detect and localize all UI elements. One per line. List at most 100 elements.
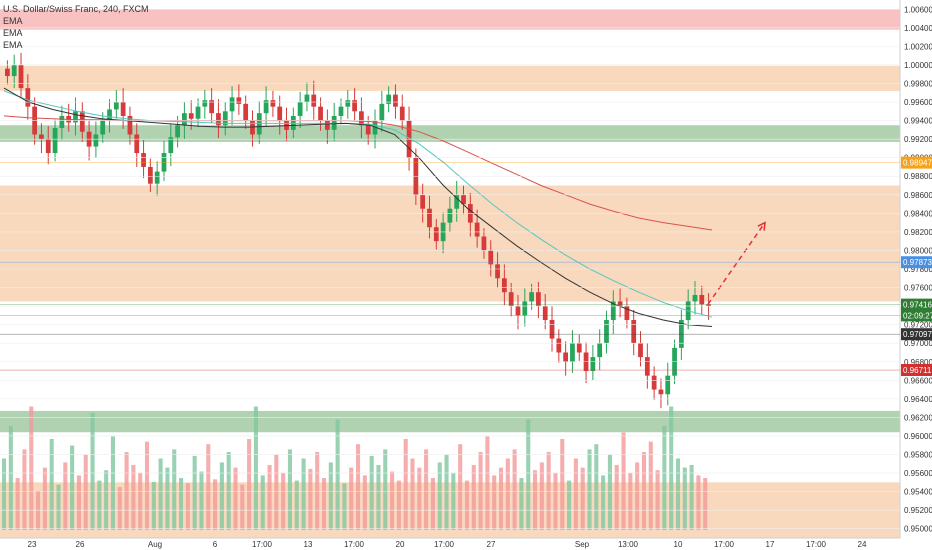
y-tick-5: 0.96000 [904,432,932,441]
y-tick-10: 0.97000 [904,339,932,348]
candle-body-34 [236,97,242,104]
candle-body-0 [5,68,10,77]
candle-body-89 [610,301,616,321]
volume-bar-46 [315,452,320,530]
candle-body-5 [39,134,44,140]
volume-bar-21 [144,441,150,530]
volume-bar-13 [90,413,95,530]
ema-fast-line [3,87,713,327]
y-tick-15: 0.98000 [904,246,932,255]
candle-body-61 [420,194,426,209]
chart-title: U.S. Dollar/Swiss Franc, 240, FXCM [3,4,149,14]
y-tick-4: 0.95800 [904,451,932,460]
volume-bar-71 [485,436,490,530]
x-tick-8: 17:00 [434,540,455,549]
badge-label-3: 02:09:27 [903,311,932,320]
volume-bar-36 [247,439,252,530]
volume-bar-35 [240,484,245,530]
y-tick-25: 1.00000 [904,61,932,70]
candle-body-1 [11,64,17,77]
volume-bar-94 [641,452,647,530]
volume-bar-31 [213,479,218,530]
candle-body-11 [79,111,85,132]
ema-3-label[interactable]: EMA [3,40,23,50]
y-tick-9: 0.96800 [904,358,932,367]
x-tick-0: 23 [28,540,37,549]
volume-bar-65 [444,454,449,530]
projection-arrow-head [757,221,766,231]
candle-body-80 [549,320,555,339]
candle-body-69 [474,222,480,237]
y-tick-18: 0.98600 [904,191,932,200]
candle-body-40 [277,106,283,121]
candle-body-13 [93,134,99,147]
legend: U.S. Dollar/Swiss Franc, 240, FXCM EMA E… [3,4,149,50]
time-axis-panel[interactable] [0,538,900,550]
candle-body-73 [501,278,507,293]
volume-bar-16 [110,436,116,530]
x-tick-14: 17 [766,540,775,549]
volume-bar-81 [553,472,558,530]
ema-2-label[interactable]: EMA [3,28,23,38]
volume-bar-11 [76,475,81,530]
candle-body-91 [624,306,630,321]
ema-1-label[interactable]: EMA [3,16,23,26]
y-tick-26: 1.00200 [904,42,932,51]
zones-layer [0,9,900,538]
y-tick-13: 0.97600 [904,284,932,293]
volume-bar-19 [131,465,136,530]
candle-body-102 [699,294,705,305]
volume-bar-28 [192,455,197,530]
volume-bar-1 [8,426,13,530]
volume-bar-89 [607,454,612,530]
volume-bar-56 [383,449,388,530]
candle-body-16 [113,102,119,110]
volume-bar-78 [533,470,538,530]
volume-bar-4 [29,406,34,530]
volume-bar-103 [703,478,708,530]
badge-bg-3 [901,309,932,322]
volume-bar-6 [42,467,47,530]
candle-body-58 [399,106,405,121]
volume-bar-32 [219,462,224,530]
volume-bar-91 [621,432,626,530]
candle-body-32 [222,111,228,126]
candle-body-94 [644,357,650,376]
candle-body-87 [597,343,603,358]
volume-bar-20 [138,472,143,530]
candle-body-29 [202,100,208,107]
volume-bar-2 [15,478,20,530]
candle-body-53 [365,125,371,135]
volume-bar-53 [362,475,367,530]
candle-body-84 [576,343,582,353]
candle-body-20 [141,153,146,167]
volume-bar-67 [458,444,463,530]
volume-bar-14 [97,480,102,530]
volume-bar-95 [648,441,653,530]
volume-bar-87 [594,444,599,530]
volume-bar-59 [403,439,408,530]
price-axis-panel[interactable] [900,0,932,538]
badge-bg-5 [901,364,932,377]
candle-body-62 [427,208,432,228]
x-tick-12: 10 [674,540,683,549]
candle-body-15 [107,109,112,121]
volume-bar-8 [56,484,61,530]
candle-body-2 [18,64,24,89]
volume-bar-68 [464,480,470,530]
candle-body-18 [127,115,133,135]
candle-body-92 [631,320,637,344]
y-tick-0: 0.95000 [904,525,932,534]
volume-bar-90 [614,465,619,530]
y-tick-28: 1.00600 [904,5,932,14]
candle-body-7 [52,128,58,154]
y-tick-7: 0.96400 [904,395,932,404]
x-tick-13: 17:00 [714,540,735,549]
badge-bg-2 [901,298,932,311]
y-tick-6: 0.96200 [904,413,932,422]
volume-bar-77 [526,419,531,530]
price-axis: 0.95000 0.95200 0.95400 0.95600 0.95800 0.960… [0,5,932,534]
candle-body-79 [542,306,548,321]
volume-bar-57 [390,471,395,530]
